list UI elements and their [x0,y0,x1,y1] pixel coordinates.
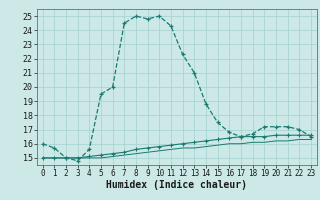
X-axis label: Humidex (Indice chaleur): Humidex (Indice chaleur) [106,180,247,190]
